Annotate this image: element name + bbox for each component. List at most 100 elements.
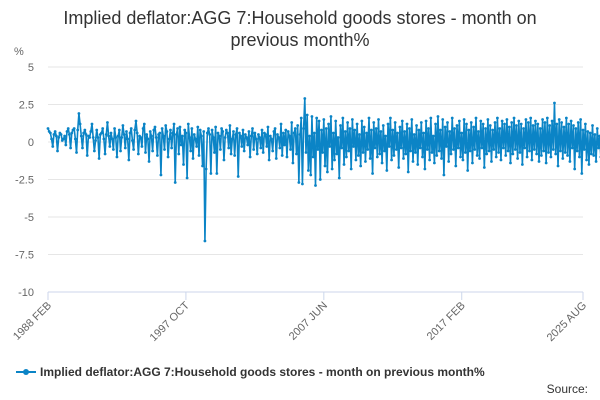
data-point (479, 119, 483, 123)
data-point (581, 128, 585, 132)
data-point (224, 128, 228, 132)
data-point (133, 128, 137, 132)
y-axis-label: % (14, 46, 24, 58)
data-point (368, 157, 372, 160)
data-point (201, 164, 204, 168)
data-point (46, 127, 50, 130)
data-point (562, 125, 566, 129)
data-point (267, 158, 271, 162)
data-point (405, 122, 409, 126)
data-point (493, 121, 497, 124)
data-point (171, 131, 175, 135)
data-point (526, 121, 530, 124)
data-point (335, 152, 339, 156)
data-point (227, 146, 231, 150)
data-point (180, 134, 184, 138)
data-point (560, 121, 563, 124)
data-point (280, 154, 284, 157)
data-point (51, 145, 55, 148)
data-point (460, 131, 464, 135)
data-point (144, 151, 147, 154)
data-point (425, 148, 429, 151)
data-point (211, 136, 215, 139)
data-point (347, 149, 351, 153)
data-point (220, 127, 223, 130)
data-point (165, 130, 169, 133)
data-point (106, 121, 109, 124)
data-point (311, 155, 315, 159)
data-point (373, 146, 377, 150)
data-point (421, 155, 424, 159)
data-point (248, 155, 252, 159)
data-point (403, 130, 407, 133)
data-point (158, 131, 162, 135)
data-point (346, 121, 349, 124)
data-point (380, 161, 384, 165)
data-point (457, 119, 461, 123)
data-point (295, 152, 298, 156)
data-point (366, 148, 370, 151)
data-point (465, 122, 468, 126)
data-point (320, 128, 323, 132)
data-point (369, 128, 373, 132)
data-point (88, 136, 92, 139)
data-point (97, 157, 101, 160)
data-point (529, 116, 533, 120)
data-point (491, 128, 495, 132)
data-point (418, 146, 422, 150)
data-point (309, 173, 313, 177)
data-point (549, 155, 553, 159)
data-point (258, 136, 262, 139)
data-point (204, 167, 208, 171)
data-point (251, 127, 254, 130)
data-point (183, 128, 187, 132)
data-point (115, 155, 119, 159)
data-point (384, 134, 388, 138)
data-point (317, 119, 321, 123)
data-point (213, 151, 216, 154)
data-point (308, 134, 311, 138)
data-point (63, 134, 67, 138)
data-point (109, 131, 113, 135)
legend[interactable]: Implied deflator:AGG 7:Household goods s… (16, 363, 485, 381)
data-point (534, 119, 537, 123)
data-point (167, 137, 171, 141)
data-point (146, 137, 150, 141)
data-point (92, 149, 96, 153)
data-point (303, 97, 307, 100)
data-point (321, 151, 325, 154)
data-point (195, 145, 199, 148)
data-point (434, 122, 437, 126)
data-point (64, 143, 68, 147)
data-point (537, 160, 541, 163)
data-point (437, 149, 441, 153)
data-point (314, 184, 317, 187)
data-point (541, 118, 544, 121)
data-point (175, 133, 178, 136)
data-point (454, 164, 458, 168)
data-point (557, 118, 561, 121)
data-point (222, 158, 226, 162)
data-point (278, 146, 282, 150)
data-point (353, 128, 357, 132)
y-tick-label: 0 (28, 137, 34, 149)
data-point (253, 131, 257, 135)
data-point (441, 118, 445, 121)
data-point (480, 146, 484, 150)
legend-label: Implied deflator:AGG 7:Household goods s… (40, 365, 485, 379)
data-point (520, 163, 524, 166)
data-point (398, 125, 402, 129)
data-point (355, 122, 359, 126)
data-point (282, 131, 285, 135)
data-point (91, 136, 95, 139)
data-point (155, 154, 159, 157)
data-point (259, 146, 263, 150)
data-point (474, 116, 478, 120)
data-point (217, 134, 221, 138)
data-point (597, 146, 600, 150)
data-point (512, 116, 516, 120)
data-point (279, 122, 283, 126)
data-point (72, 127, 76, 130)
data-point (57, 136, 61, 139)
data-point (214, 125, 218, 129)
